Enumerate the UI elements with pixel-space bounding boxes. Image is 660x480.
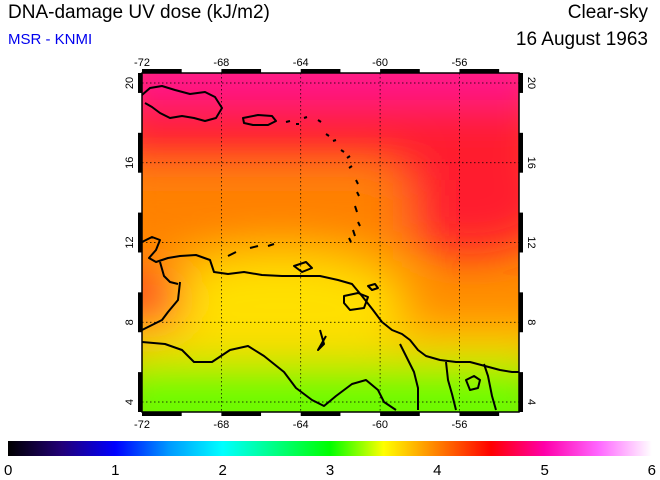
field-green [142, 365, 519, 412]
colorbar [8, 441, 652, 456]
colorbar-tick-label: 1 [111, 462, 119, 479]
map-title: DNA-damage UV dose (kJ/m2) [8, 2, 270, 23]
frame-bar-right [519, 372, 523, 412]
coast-river-orinoco [317, 329, 327, 351]
frame-bar-right [519, 132, 523, 173]
coastlines [142, 85, 519, 411]
coast-tobago [367, 283, 379, 291]
colorbar-tick-label: 0 [4, 462, 12, 479]
frame-bar-top [300, 69, 341, 73]
frame-bar-right [519, 212, 523, 253]
lat-label-left: 12 [124, 236, 136, 248]
frame-bar-top [459, 69, 500, 73]
lat-label-right: 8 [525, 319, 537, 325]
lon-label-bottom: -60 [372, 419, 388, 431]
lat-label-left: 8 [124, 319, 136, 325]
coast-margarita [293, 261, 313, 273]
coast-aruba-curacao [227, 243, 275, 257]
frame-bar-top [221, 69, 262, 73]
map-frame-ticks [138, 69, 523, 416]
frame-bar-bottom [221, 412, 262, 416]
colorbar-tick-label: 3 [326, 462, 334, 479]
field-magenta [142, 73, 519, 110]
border-south-america [142, 341, 497, 411]
lat-lon-grid [142, 73, 519, 412]
frame-bar-left [138, 292, 142, 333]
lon-label-top: -60 [372, 57, 388, 69]
frame-bar-right [519, 73, 523, 93]
axis-labels: -72 -72 -68 -68 -64 -64 -60 -60 -56 -56 4 4 8 8 12 12 16… [124, 57, 537, 431]
frame-bar-bottom [459, 412, 500, 416]
colorbar-tick-label: 4 [433, 462, 441, 479]
lat-label-left: 4 [124, 399, 136, 405]
coast-trinidad [343, 292, 369, 311]
coast-lake-north [465, 375, 481, 391]
frame-bar-bottom [142, 412, 182, 416]
coast-leeward-islands [317, 119, 361, 243]
coast-gulf-venezuela [159, 261, 179, 285]
lon-label-top: -68 [213, 57, 229, 69]
uv-field [142, 73, 519, 412]
lon-label-bottom: -72 [134, 419, 150, 431]
lat-label-right: 4 [525, 399, 537, 405]
field-orange-mid [142, 180, 410, 240]
lon-label-top: -56 [452, 57, 468, 69]
field-yellow-south [142, 330, 519, 360]
frame-bar-bottom [300, 412, 341, 416]
field-red-west [142, 275, 185, 325]
frame-bar-left [138, 212, 142, 253]
lat-label-right: 16 [525, 157, 537, 169]
coast-hispaniola [142, 85, 223, 122]
lon-label-bottom: -64 [293, 419, 309, 431]
lon-label-bottom: -56 [452, 419, 468, 431]
frame-bar-left [138, 73, 142, 93]
frame-bar-top [380, 69, 420, 73]
frame-bar-top [142, 69, 182, 73]
lon-label-top: -64 [293, 57, 309, 69]
colorbar-tick-label: 2 [218, 462, 226, 479]
coast-lake-maracaibo [142, 281, 181, 331]
field-yellow-central [150, 250, 410, 350]
colorbar-tick-label: 5 [540, 462, 548, 479]
frame-bar-right [519, 292, 523, 333]
lon-label-top: -72 [134, 57, 150, 69]
frame-bar-left [138, 132, 142, 173]
frame-bar-left [138, 372, 142, 412]
coast-virgin-islands [285, 116, 308, 125]
source-label: MSR - KNMI [8, 31, 93, 48]
lat-label-right: 20 [525, 77, 537, 89]
coast-puerto-rico [242, 114, 277, 126]
lat-label-right: 12 [525, 236, 537, 248]
colorbar-labels: 0 1 2 3 4 5 6 [4, 462, 656, 479]
frame-bar-bottom [380, 412, 420, 416]
lat-label-left: 16 [124, 157, 136, 169]
lat-label-left: 20 [124, 77, 136, 89]
sky-condition-label: Clear-sky [567, 2, 648, 23]
colorbar-tick-label: 6 [648, 462, 656, 479]
date-label: 16 August 1963 [515, 29, 648, 50]
lon-label-bottom: -68 [213, 419, 229, 431]
coast-venezuela-colombia [142, 236, 519, 373]
field-red-east [380, 145, 519, 255]
